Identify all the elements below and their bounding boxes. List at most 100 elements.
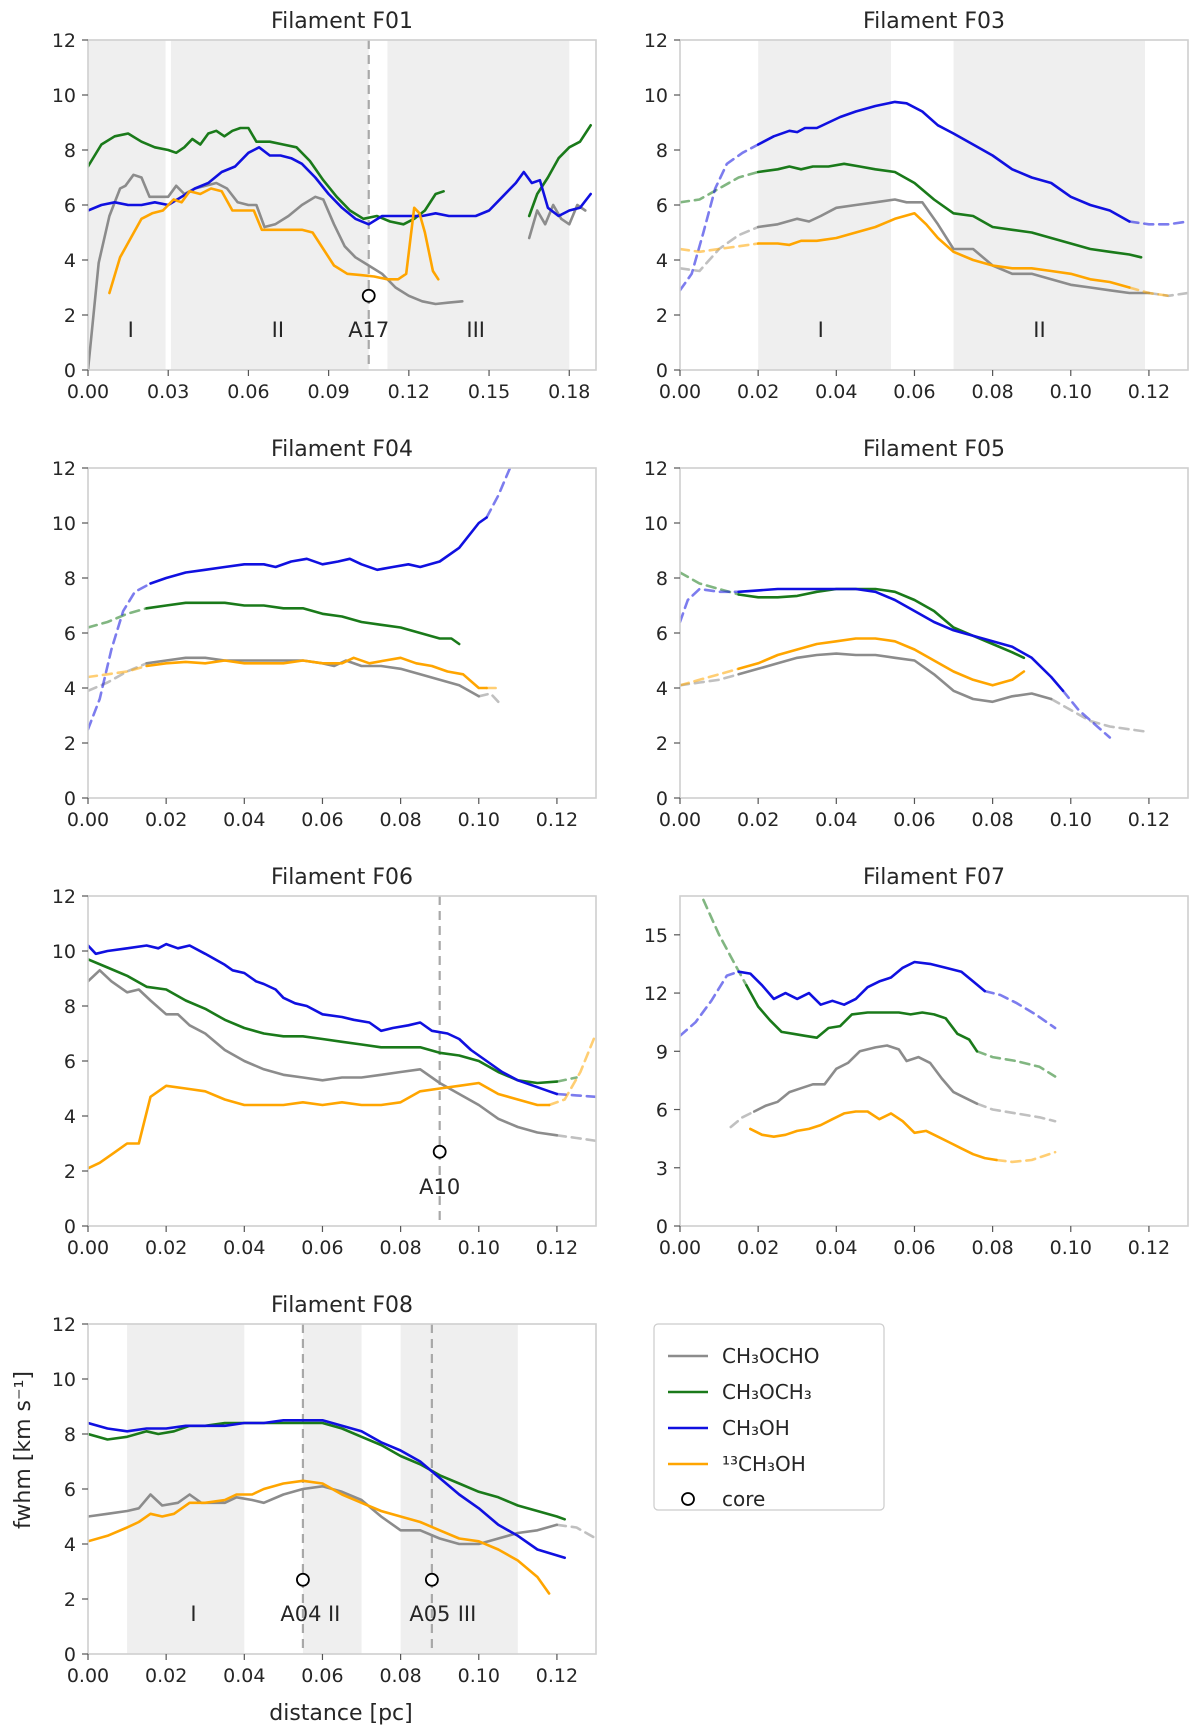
filament-f01-xtick-label: 0.18 (548, 381, 590, 403)
filament-f03-ytick-label: 0 (656, 360, 668, 382)
filament-f06-line-ch3ocho-solid (88, 969, 559, 1137)
filament-f06-ytick-label: 12 (52, 886, 76, 908)
filament-f08-xtick-label: 0.04 (223, 1665, 265, 1687)
filament-f08-series-ch3oh (88, 1419, 566, 1560)
filament-f04-panel: 0.00 0.02 0.04 0.06 0.08 0.10 0.12 0 2 4 6 8 10 12 Fil… (52, 437, 597, 831)
filament-f08-xtick-label: 0.00 (67, 1665, 109, 1687)
filament-f01-line-ch3och3-solid (88, 126, 445, 226)
filament-f04-xtick-label: 0.00 (67, 809, 109, 831)
filament-f05-ytick-label: 8 (656, 568, 668, 590)
filament-f07-line-ch3oh-solid (737, 960, 987, 1006)
filament-f06-ytick-label: 0 (64, 1216, 76, 1238)
filament-f05-xtick-label: 0.10 (1050, 809, 1092, 831)
filament-f07-line-ch3oh-dashed (680, 970, 740, 1038)
filament-f04-ytick-label: 6 (64, 623, 76, 645)
filament-f01-xtick-label: 0.12 (388, 381, 430, 403)
filament-f06-line-ch3oh-solid (88, 942, 559, 1096)
filament-f04-ytick-label: 8 (64, 568, 76, 590)
filament-f07-ytick-label: 6 (656, 1100, 668, 1122)
filament-f08-line-ch3ocho-solid (88, 1485, 559, 1546)
filament-f07-ytick-label: 12 (644, 983, 668, 1005)
filament-f08-core-label-a05: A05 (409, 1602, 450, 1626)
filament-f07-line-ch3och3-solid (745, 984, 979, 1053)
filament-f05-line-ch3oh-dashed (1061, 689, 1112, 739)
filament-f07-ytick-label: 0 (656, 1216, 668, 1238)
filament-f07-xtick-label: 0.04 (815, 1237, 857, 1259)
filament-f06-line-ch3oh-dashed (555, 1092, 596, 1099)
filament-f04-line-ch3ocho-dashed (477, 692, 500, 704)
filament-f01-line-ch3ocho-solid (88, 173, 464, 370)
filament-f07-line-ch3oh-dashed (983, 989, 1057, 1030)
filament-f03-line-13ch3oh-dashed (1128, 286, 1170, 298)
filament-f08-ytick-label: 0 (64, 1644, 76, 1666)
filament-f05-ytick-label: 2 (656, 733, 668, 755)
filament-f06-title: Filament F06 (271, 865, 413, 890)
filament-f08-ytick-label: 10 (52, 1369, 76, 1391)
filament-f03-shaded-region-1 (758, 40, 892, 370)
filament-f08-region-label-i: I (190, 1602, 196, 1626)
filament-f07-line-13ch3oh-dashed (995, 1150, 1057, 1164)
filament-f08-shaded-region-1 (127, 1324, 245, 1654)
filament-f07-line-ch3ocho-dashed (729, 1110, 756, 1129)
filament-f06-line-ch3ocho-dashed (555, 1134, 596, 1143)
filament-f03-line-13ch3oh-dashed (680, 242, 760, 254)
legend-swatch-core (681, 1492, 695, 1506)
filament-f07-axes-frame (679, 895, 1189, 1227)
filament-f05-series-ch3oh (680, 587, 1112, 739)
filament-f03-ytick-label: 8 (656, 140, 668, 162)
filament-f05-line-13ch3oh-solid (737, 637, 1026, 687)
filament-f05-xtick-label: 0.04 (815, 809, 857, 831)
filament-f03-ytick-label: 6 (656, 195, 668, 217)
filament-f05-ytick-label: 10 (644, 513, 668, 535)
filament-f07-series-ch3oh (680, 960, 1057, 1038)
filament-f05-xtick-label: 0.02 (737, 809, 779, 831)
filament-f03-ytick-label: 2 (656, 305, 668, 327)
filament-f05-ytick-label: 12 (644, 458, 668, 480)
filament-f08-xtick-label: 0.02 (145, 1665, 187, 1687)
panels-group: 0.00 0.03 0.06 0.09 0.12 0.15 0.18 0 2 4 6 8 10 12 Fil… (52, 9, 1189, 1687)
legend-frame (653, 1323, 885, 1511)
filament-f01-ytick-label: 2 (64, 305, 76, 327)
filament-f01-xtick-label: 0.03 (147, 381, 189, 403)
filament-f01-series-ch3oh (88, 146, 592, 226)
filament-f08-xtick-label: 0.06 (301, 1665, 343, 1687)
filament-f04-title: Filament F04 (271, 437, 413, 462)
filament-f05-line-ch3och3-solid (737, 587, 1026, 660)
filament-f08-region-label-iii: III (458, 1602, 477, 1626)
filament-f04-axes-frame (87, 467, 597, 799)
filament-f04-xtick-label: 0.10 (458, 809, 500, 831)
filament-f07-line-ch3och3-dashed (702, 898, 748, 987)
filament-f07-xtick-label: 0.08 (971, 1237, 1013, 1259)
filament-f08-ytick-label: 2 (64, 1589, 76, 1611)
filament-f01-series-ch3och3 (88, 124, 592, 226)
filament-f07-series-13ch3oh (749, 1110, 1057, 1164)
filament-f08-series-ch3ocho (88, 1485, 596, 1546)
filament-f01-core-marker-a17 (361, 288, 376, 303)
filament-f03-region-label-i: I (818, 318, 824, 342)
legend-item-ch3och3: CH₃OCH₃ (668, 1380, 812, 1404)
filament-f03-xtick-label: 0.02 (737, 381, 779, 403)
filament-f05-ytick-label: 0 (656, 788, 668, 810)
filament-f08-region-label-ii: II (328, 1602, 340, 1626)
filament-f04-ytick-label: 4 (64, 678, 76, 700)
filament-f03-xtick-label: 0.08 (971, 381, 1013, 403)
filament-f05-line-ch3oh-solid (737, 587, 1065, 693)
filament-f03-xtick-label: 0.00 (659, 381, 701, 403)
filament-f06-ytick-label: 8 (64, 996, 76, 1018)
filament-f08-ytick-label: 8 (64, 1424, 76, 1446)
filament-f05-panel: 0.00 0.02 0.04 0.06 0.08 0.10 0.12 0 2 4 6 8 10 12 Fil… (644, 437, 1189, 831)
filament-f03-xtick-label: 0.04 (815, 381, 857, 403)
filament-f03-line-ch3och3-dashed (680, 170, 760, 204)
filament-f08-ytick-label: 12 (52, 1314, 76, 1336)
filament-f01-ytick-label: 8 (64, 140, 76, 162)
filament-f06-core-marker-a10 (432, 1144, 447, 1159)
filament-f07-panel: 0.00 0.02 0.04 0.06 0.08 0.10 0.12 0 3 6 9 12 15 Fila… (644, 865, 1189, 1259)
filament-f07-line-ch3ocho-solid (752, 1044, 979, 1113)
filament-f03-xtick-label: 0.12 (1128, 381, 1170, 403)
filament-f08-core-label-a04: A04 (280, 1602, 321, 1626)
filament-f05-series-13ch3oh (680, 637, 1026, 687)
filament-f05-title: Filament F05 (863, 437, 1005, 462)
filament-f01-panel: 0.00 0.03 0.06 0.09 0.12 0.15 0.18 0 2 4 6 8 10 12 Fil… (52, 9, 597, 403)
filament-f04-line-13ch3oh-dashed (88, 664, 148, 679)
